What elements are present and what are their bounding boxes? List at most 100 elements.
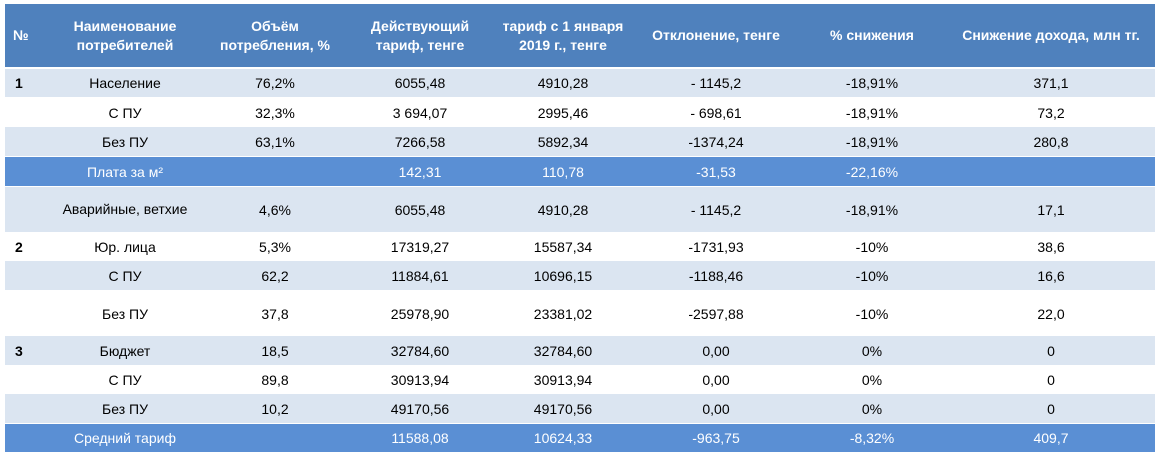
deviation-cell: 0,00 xyxy=(635,336,797,366)
deviation-cell: - 698,61 xyxy=(635,97,797,128)
income-cell: 371,1 xyxy=(947,67,1155,98)
table-row: С ПУ 32,3% 3 694,07 2995,46 - 698,61 -18… xyxy=(5,97,1155,128)
new-tariff-cell: 32784,60 xyxy=(491,336,635,366)
consumer-name: Население xyxy=(49,67,201,98)
current-tariff-cell: 6055,48 xyxy=(349,67,491,98)
reduction-cell: -10% xyxy=(797,261,947,291)
table-row: С ПУ 89,8 30913,94 30913,94 0,00 0% 0 xyxy=(5,365,1155,395)
header-new-tariff: тариф с 1 января 2019 г., тенге xyxy=(491,4,635,69)
deviation-cell: -1188,46 xyxy=(635,261,797,291)
income-cell: 73,2 xyxy=(947,97,1155,128)
income-cell xyxy=(947,156,1155,187)
row-number: 3 xyxy=(5,336,49,366)
row-number xyxy=(5,261,49,291)
consumer-name: Плата за м² xyxy=(49,156,201,187)
income-cell: 16,6 xyxy=(947,261,1155,291)
reduction-cell: -8,32% xyxy=(797,423,947,453)
row-number xyxy=(5,365,49,395)
volume-cell: 89,8 xyxy=(201,365,349,395)
current-tariff-cell: 32784,60 xyxy=(349,336,491,366)
income-cell: 0 xyxy=(947,365,1155,395)
new-tariff-cell: 23381,02 xyxy=(491,290,635,337)
header-number: № xyxy=(5,4,49,69)
new-tariff-cell: 49170,56 xyxy=(491,394,635,424)
new-tariff-cell: 2995,46 xyxy=(491,97,635,128)
deviation-cell: -1374,24 xyxy=(635,127,797,157)
row-number xyxy=(5,394,49,424)
income-cell: 38,6 xyxy=(947,232,1155,262)
reduction-cell: -10% xyxy=(797,232,947,262)
current-tariff-cell: 7266,58 xyxy=(349,127,491,157)
consumer-name: С ПУ xyxy=(49,261,201,291)
volume-cell: 4,6% xyxy=(201,186,349,233)
reduction-cell: -10% xyxy=(797,290,947,337)
income-cell: 0 xyxy=(947,336,1155,366)
volume-cell xyxy=(201,423,349,453)
current-tariff-cell: 6055,48 xyxy=(349,186,491,233)
consumer-name: С ПУ xyxy=(49,365,201,395)
consumer-name: Средний тариф xyxy=(49,423,201,453)
table-row-total: Средний тариф 11588,08 10624,33 -963,75 … xyxy=(5,423,1155,453)
row-number: 2 xyxy=(5,232,49,262)
current-tariff-cell: 17319,27 xyxy=(349,232,491,262)
table-row-highlight: Плата за м² 142,31 110,78 -31,53 -22,16% xyxy=(5,156,1155,187)
consumer-name: Аварийные, ветхие xyxy=(49,186,201,233)
deviation-cell: - 1145,2 xyxy=(635,67,797,98)
reduction-cell: 0% xyxy=(797,394,947,424)
income-cell: 409,7 xyxy=(947,423,1155,453)
table-row: 2 Юр. лица 5,3% 17319,27 15587,34 -1731,… xyxy=(5,232,1155,262)
current-tariff-cell: 3 694,07 xyxy=(349,97,491,128)
table-row: Аварийные, ветхие 4,6% 6055,48 4910,28 -… xyxy=(5,186,1155,233)
current-tariff-cell: 11588,08 xyxy=(349,423,491,453)
deviation-cell: -2597,88 xyxy=(635,290,797,337)
current-tariff-cell: 30913,94 xyxy=(349,365,491,395)
new-tariff-cell: 15587,34 xyxy=(491,232,635,262)
table-row: 3 Бюджет 18,5 32784,60 32784,60 0,00 0% … xyxy=(5,336,1155,366)
tariff-table-container: № Наименование потребителей Объём потреб… xyxy=(5,4,1155,453)
deviation-cell: -31,53 xyxy=(635,156,797,187)
deviation-cell: 0,00 xyxy=(635,394,797,424)
new-tariff-cell: 10696,15 xyxy=(491,261,635,291)
header-reduction-percent: % снижения xyxy=(797,4,947,69)
new-tariff-cell: 4910,28 xyxy=(491,186,635,233)
income-cell: 22,0 xyxy=(947,290,1155,337)
consumer-name: Без ПУ xyxy=(49,127,201,157)
header-row: № Наименование потребителей Объём потреб… xyxy=(5,4,1155,69)
current-tariff-cell: 142,31 xyxy=(349,156,491,187)
table-row: Без ПУ 37,8 25978,90 23381,02 -2597,88 -… xyxy=(5,290,1155,337)
reduction-cell: -18,91% xyxy=(797,67,947,98)
deviation-cell: - 1145,2 xyxy=(635,186,797,233)
volume-cell: 63,1% xyxy=(201,127,349,157)
current-tariff-cell: 11884,61 xyxy=(349,261,491,291)
consumer-name: Без ПУ xyxy=(49,290,201,337)
volume-cell: 10,2 xyxy=(201,394,349,424)
row-number xyxy=(5,156,49,187)
header-consumer-name: Наименование потребителей xyxy=(49,4,201,69)
new-tariff-cell: 110,78 xyxy=(491,156,635,187)
row-number xyxy=(5,290,49,337)
reduction-cell: -18,91% xyxy=(797,97,947,128)
new-tariff-cell: 30913,94 xyxy=(491,365,635,395)
row-number: 1 xyxy=(5,67,49,98)
deviation-cell: -963,75 xyxy=(635,423,797,453)
header-volume: Объём потребления, % xyxy=(201,4,349,69)
tariff-table: № Наименование потребителей Объём потреб… xyxy=(5,4,1155,453)
current-tariff-cell: 49170,56 xyxy=(349,394,491,424)
volume-cell xyxy=(201,156,349,187)
reduction-cell: -22,16% xyxy=(797,156,947,187)
deviation-cell: 0,00 xyxy=(635,365,797,395)
table-row: 1 Население 76,2% 6055,48 4910,28 - 1145… xyxy=(5,67,1155,98)
deviation-cell: -1731,93 xyxy=(635,232,797,262)
volume-cell: 32,3% xyxy=(201,97,349,128)
volume-cell: 76,2% xyxy=(201,67,349,98)
table-row: С ПУ 62,2 11884,61 10696,15 -1188,46 -10… xyxy=(5,261,1155,291)
income-cell: 17,1 xyxy=(947,186,1155,233)
consumer-name: Бюджет xyxy=(49,336,201,366)
reduction-cell: -18,91% xyxy=(797,127,947,157)
current-tariff-cell: 25978,90 xyxy=(349,290,491,337)
new-tariff-cell: 4910,28 xyxy=(491,67,635,98)
table-row: Без ПУ 63,1% 7266,58 5892,34 -1374,24 -1… xyxy=(5,127,1155,157)
consumer-name: Без ПУ xyxy=(49,394,201,424)
row-number xyxy=(5,423,49,453)
new-tariff-cell: 5892,34 xyxy=(491,127,635,157)
